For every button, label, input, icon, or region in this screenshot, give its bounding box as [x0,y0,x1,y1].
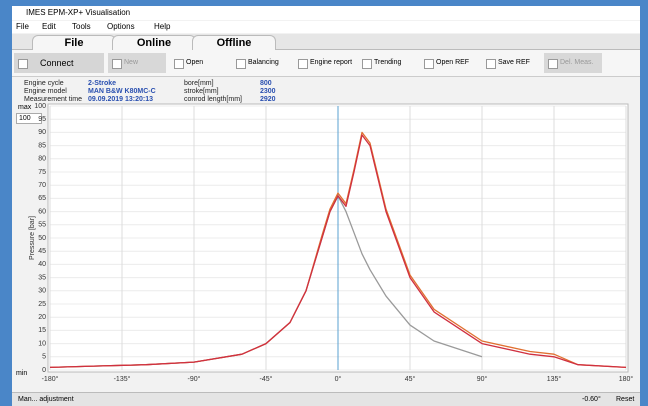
y-tick-label: 80 [38,156,46,163]
y-tick-label: 70 [38,182,46,189]
y-tick-label: 45 [38,248,46,255]
y-tick-label: 15 [38,327,46,334]
y-tick-label: 40 [38,261,46,268]
y-tick-label: 30 [38,288,46,295]
page: IMES EPM-XP+ Visualisation FileEditTools… [0,0,648,405]
x-tick-label: 135° [547,375,562,383]
y-tick-label: 10 [38,340,46,347]
y-tick-label: 60 [38,208,46,215]
y-tick-label: 100 [34,103,46,110]
x-tick-label: -45° [260,375,273,383]
y-tick-label: 20 [38,314,46,321]
y-tick-label: 25 [38,301,46,308]
chart: Pressure [bar] 0 5 10 15 20 25 30 35 40 45 50 55 60 6… [0,0,648,405]
x-tick-label: -135° [114,375,131,383]
x-tick-label: 90° [477,375,488,383]
x-tick-label: 0° [335,375,342,383]
y-tick-label: 35 [38,274,46,281]
x-tick-label: -180° [42,375,59,383]
x-tick-label: 180° [619,375,634,383]
y-tick-label: 95 [38,116,46,123]
y-tick-label: 0 [42,367,46,374]
y-axis-label: Pressure [bar] [29,216,36,260]
y-tick-label: 55 [38,222,46,229]
y-tick-label: 5 [42,354,46,361]
x-tick-label: -90° [188,375,201,383]
y-tick-label: 75 [38,169,46,176]
x-tick-label: 45° [405,375,416,383]
y-tick-label: 85 [38,142,46,149]
y-tick-label: 65 [38,195,46,202]
y-tick-label: 90 [38,129,46,136]
y-tick-label: 50 [38,235,46,242]
